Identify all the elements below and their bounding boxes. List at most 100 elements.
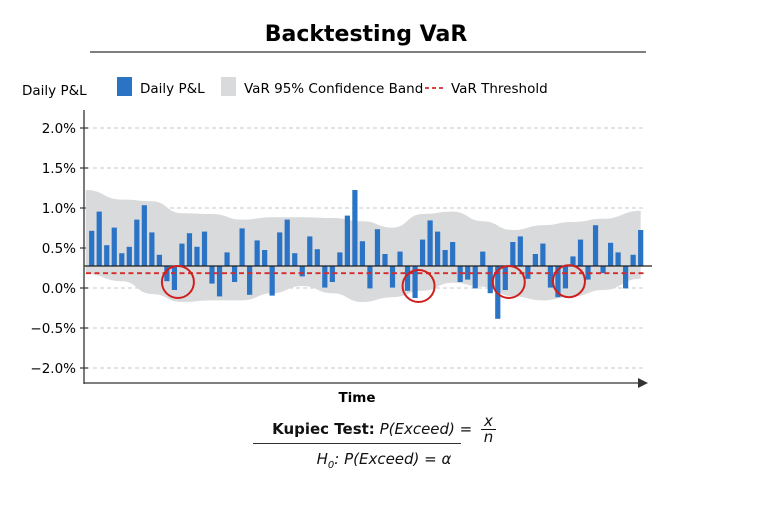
pnl-bar: [592, 225, 599, 266]
pnl-bar: [314, 249, 320, 266]
chart-title: Backtesting VaR: [265, 22, 468, 47]
pnl-bar: [562, 266, 569, 289]
pnl-bar: [262, 250, 268, 266]
exceedance-circles: [160, 264, 586, 303]
pnl-bar: [359, 241, 366, 266]
h0-subscript: 0: [327, 460, 335, 471]
pnl-bar: [510, 242, 516, 266]
pnl-bar: [577, 239, 584, 266]
pnl-bar: [201, 231, 208, 266]
y-tick-label: 1.0%: [42, 201, 76, 217]
pnl-bar: [156, 254, 162, 266]
pnl-bar: [540, 243, 546, 266]
pnl-bar: [600, 266, 606, 274]
pnl-bar: [487, 266, 493, 294]
pnl-bar: [269, 266, 275, 296]
h0-text: : P(Exceed) = α: [334, 450, 452, 468]
y-tick-label: −2.0%: [30, 361, 76, 377]
pnl-bar: [450, 242, 456, 266]
pnl-bar: [397, 251, 403, 266]
pnl-bar: [532, 254, 538, 266]
pnl-bar: [607, 242, 614, 266]
pnl-bar: [149, 232, 155, 266]
h0-symbol: H: [316, 450, 328, 468]
y-tick-label: 0.5%: [42, 241, 76, 257]
exceedance-circle: [551, 264, 586, 299]
kupiec-formula: Kupiec Test: P(Exceed) = x n: [0, 414, 768, 445]
pnl-bar: [171, 266, 178, 290]
pnl-bar: [525, 266, 531, 279]
pnl-bar: [209, 266, 215, 284]
y-tick-label: 1.5%: [42, 161, 76, 177]
pnl-bar: [239, 228, 245, 266]
pnl-bar: [570, 256, 576, 266]
pnl-bar: [277, 232, 283, 266]
formula-lhs: P(Exceed) =: [379, 420, 473, 438]
pnl-bar: [638, 230, 644, 266]
pnl-bar: [472, 266, 478, 289]
exceedance-circle: [491, 265, 526, 299]
pnl-bar: [337, 252, 343, 266]
y-axis-label: Daily P&L: [22, 83, 87, 99]
pnl-bar: [186, 233, 193, 266]
legend-label-threshold: VaR Threshold: [451, 81, 548, 97]
pnl-bar: [89, 230, 95, 266]
pnl-bar: [284, 219, 290, 266]
y-tick-label: 0.0%: [42, 281, 76, 297]
y-tick-label: −0.5%: [30, 321, 76, 337]
legend-swatch-pnl: [117, 77, 132, 96]
formula-divider: [253, 443, 461, 444]
pnl-bar: [104, 245, 110, 266]
pnl-bar: [623, 266, 629, 289]
pnl-bar: [615, 252, 621, 266]
pnl-bar: [299, 266, 305, 277]
legend-swatch-band: [221, 77, 236, 96]
x-axis-label: Time: [338, 390, 375, 406]
legend-label-band: VaR 95% Confidence Band: [244, 81, 423, 97]
formula-denominator: n: [483, 428, 494, 446]
pnl-bar: [96, 211, 102, 266]
legend-label-pnl: Daily P&L: [140, 81, 205, 97]
pnl-bar: [374, 229, 381, 266]
pnl-bar: [254, 240, 260, 266]
pnl-bar: [630, 254, 636, 266]
pnl-bar: [502, 266, 508, 290]
pnl-bar: [292, 253, 298, 266]
pnl-bar: [111, 227, 117, 266]
pnl-bar: [389, 266, 396, 288]
pnl-bar: [404, 266, 411, 291]
exceedance-circle: [401, 269, 436, 303]
pnl-bar: [427, 220, 433, 266]
formula-numerator: x: [481, 414, 496, 430]
y-ticks: 2.0% 1.5% 1.0% 0.5% 0.0% −0.5% −2.0%: [30, 121, 88, 377]
pnl-bar: [435, 231, 441, 266]
pnl-bar: [555, 266, 561, 298]
pnl-bar: [194, 246, 200, 266]
pnl-bar: [442, 250, 448, 266]
pnl-bar: [307, 236, 313, 266]
null-hypothesis: H0: P(Exceed) = α: [0, 450, 768, 471]
exceedance-circle: [160, 265, 195, 299]
pnl-bar: [322, 266, 328, 288]
pnl-bar: [329, 266, 335, 282]
pnl-bar: [419, 239, 426, 266]
pnl-bar: [141, 205, 147, 266]
x-axis-arrow-icon: [638, 378, 648, 388]
formula-fraction: x n: [481, 414, 496, 445]
y-tick-label: 2.0%: [42, 121, 76, 137]
pnl-bar: [179, 243, 185, 266]
pnl-bar: [344, 215, 350, 266]
pnl-bar: [480, 251, 486, 266]
pnl-bar: [382, 254, 388, 266]
pnl-bar: [134, 219, 140, 266]
pnl-bar: [126, 246, 132, 266]
pnl-bar: [367, 266, 373, 289]
pnl-bar: [547, 266, 554, 288]
formula-label: Kupiec Test:: [272, 420, 375, 438]
pnl-bar: [224, 252, 230, 266]
pnl-bar: [465, 266, 471, 280]
pnl-bar: [352, 190, 358, 266]
pnl-bar: [412, 266, 418, 298]
legend: Daily P&L VaR 95% Confidence Band VaR Th…: [117, 77, 548, 97]
